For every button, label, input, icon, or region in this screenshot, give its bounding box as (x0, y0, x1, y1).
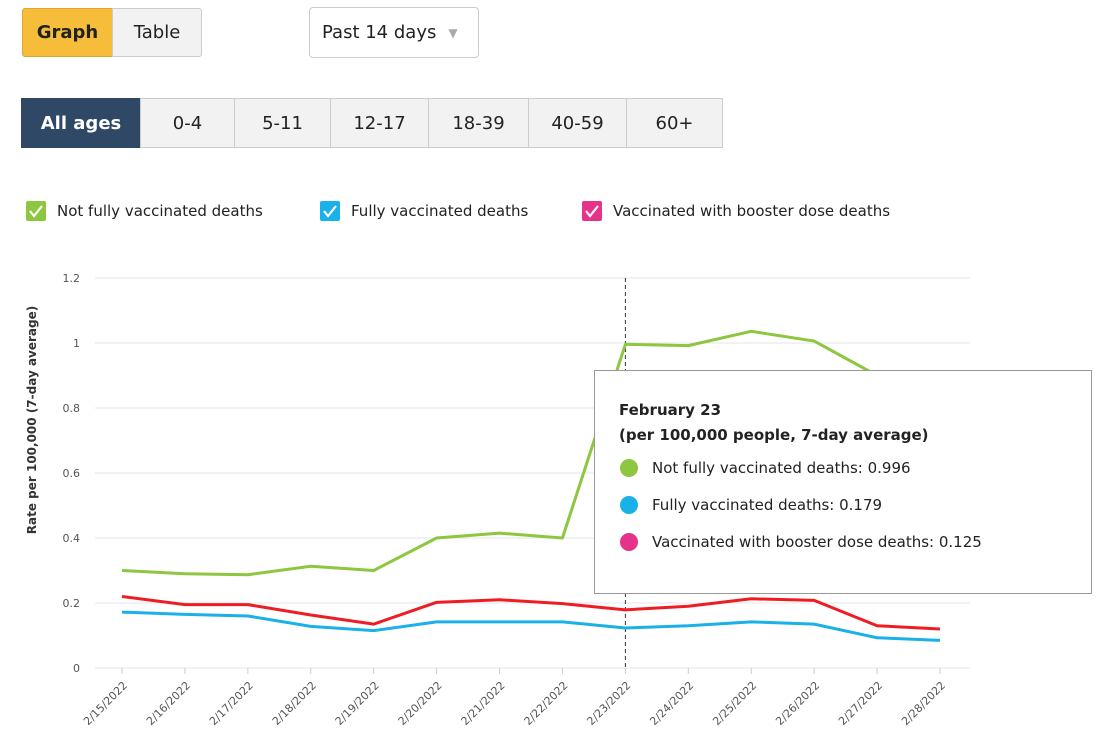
legend-label: Not fully vaccinated deaths (57, 202, 263, 220)
legend-checkbox (582, 201, 602, 221)
tooltip: February 23 (per 100,000 people, 7-day av… (594, 370, 1092, 594)
dropdown-label: Past 14 days (322, 22, 437, 43)
age-tab[interactable]: All ages (21, 98, 141, 148)
legend-label: Vaccinated with booster dose deaths (613, 202, 890, 220)
checkmark (323, 205, 337, 218)
table-button[interactable]: Table (112, 8, 202, 57)
legend-checkbox (320, 201, 340, 221)
checkmark (585, 205, 599, 218)
age-tab[interactable]: 40-59 (528, 98, 627, 148)
x-tick-label: 2/17/2022 (207, 679, 256, 728)
age-tab[interactable]: 5-11 (234, 98, 331, 148)
age-tab[interactable]: 60+ (626, 98, 723, 148)
tooltip-box (594, 370, 1092, 594)
legend-checkbox (26, 201, 46, 221)
tooltip-title: February 23 (619, 401, 721, 419)
checkmark (29, 205, 43, 218)
y-tick-label: 1.2 (63, 272, 81, 285)
x-tick-label: 2/28/2022 (899, 679, 948, 728)
legend-label: Fully vaccinated deaths (351, 202, 528, 220)
legend-item: Not fully vaccinated deaths (26, 201, 263, 221)
y-axis-label: Rate per 100,000 (7-day average) (25, 306, 39, 534)
series-line (121, 329, 941, 577)
y-tick-label: 0.2 (63, 597, 81, 610)
y-tick-label: 0.4 (63, 532, 81, 545)
tooltip-item: Vaccinated with booster dose deaths: 0.1… (652, 533, 982, 551)
x-tick-label: 2/18/2022 (270, 679, 319, 728)
x-tick-label: 2/16/2022 (144, 679, 193, 728)
x-tick-label: 2/20/2022 (396, 679, 445, 728)
x-tick-label: 2/24/2022 (647, 679, 696, 728)
legend-item: Fully vaccinated deaths (320, 201, 528, 221)
tooltip-dot (620, 533, 638, 551)
x-tick-label: 2/22/2022 (522, 679, 571, 728)
legend-item: Vaccinated with booster dose deaths (582, 201, 890, 221)
range-dropdown[interactable]: Past 14 days ▼ (309, 7, 479, 58)
y-tick-label: 0.8 (63, 402, 81, 415)
x-tick-label: 2/15/2022 (81, 679, 130, 728)
graph-button[interactable]: Graph (22, 8, 113, 57)
dropdown-arrow: ▼ (448, 25, 458, 40)
x-tick-label: 2/23/2022 (584, 679, 633, 728)
x-tick-label: 2/19/2022 (333, 679, 382, 728)
x-tick-label: 2/25/2022 (710, 679, 759, 728)
series-line (121, 595, 941, 631)
tooltip-item: Not fully vaccinated deaths: 0.996 (652, 459, 911, 477)
y-tick-label: 0.6 (63, 467, 81, 480)
age-tab[interactable]: 12-17 (330, 98, 429, 148)
y-tick-label: 0 (73, 662, 80, 675)
tooltip-subtitle: (per 100,000 people, 7-day average) (619, 426, 929, 444)
age-tab[interactable]: 18-39 (428, 98, 529, 148)
x-tick-label: 2/26/2022 (773, 679, 822, 728)
tooltip-dot (620, 496, 638, 514)
x-tick-label: 2/27/2022 (836, 679, 885, 728)
series-line (121, 610, 941, 642)
y-tick-label: 1 (73, 337, 80, 350)
x-tick-label: 2/21/2022 (459, 679, 508, 728)
tooltip-dot (620, 459, 638, 477)
age-tab[interactable]: 0-4 (140, 98, 235, 148)
tooltip-item: Fully vaccinated deaths: 0.179 (652, 496, 882, 514)
